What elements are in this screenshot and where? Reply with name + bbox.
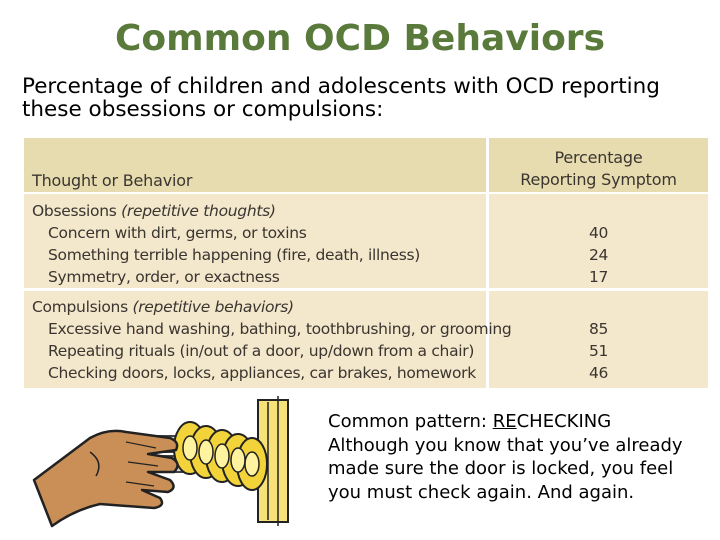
caption: Common pattern: RECHECKING Although you … [328, 410, 716, 504]
row-label: Repeating rituals (in/out of a door, up/… [48, 342, 475, 360]
group-label: Obsessions [32, 202, 117, 220]
group-heading: Compulsions (repetitive behaviors) [32, 298, 294, 316]
row-value: 51 [588, 342, 609, 360]
caption-line-4: you must check again. And again. [328, 481, 635, 503]
caption-line-1: Common pattern: RECHECKING [328, 410, 716, 434]
row-label: Excessive hand washing, bathing, toothbr… [48, 320, 512, 338]
group-note: (repetitive thoughts) [121, 202, 276, 220]
caption-prefix: Common pattern: [328, 411, 493, 432]
row-value: 17 [588, 268, 609, 286]
caption-line-3: made sure the door is locked, you feel [328, 458, 674, 479]
table-row: Symmetry, order, or exactness 17 [24, 266, 708, 288]
header-percentage-line2: Reporting Symptom [520, 170, 677, 189]
caption-line-2: Although you know that you’ve already [328, 434, 683, 456]
group-heading-row: Compulsions (repetitive behaviors) [24, 296, 708, 318]
header-percentage-line1: Percentage [554, 148, 643, 167]
header-percentage: Percentage Reporting Symptom [489, 147, 708, 191]
row-label: Symmetry, order, or exactness [48, 268, 280, 286]
group-heading: Obsessions (repetitive thoughts) [32, 202, 276, 220]
column-divider [486, 138, 489, 388]
group-obsessions: Obsessions (repetitive thoughts) Concern… [24, 200, 708, 288]
group-note: (repetitive behaviors) [132, 298, 294, 316]
caption-underlined: RE [492, 411, 517, 432]
header-thought-or-behavior: Thought or Behavior [32, 171, 193, 190]
table-row: Repeating rituals (in/out of a door, up/… [24, 340, 708, 362]
row-label: Something terrible happening (fire, deat… [48, 246, 421, 264]
row-value: 85 [588, 320, 609, 338]
doorknob-hand-icon [32, 396, 289, 528]
group-label: Compulsions [32, 298, 128, 316]
row-label: Concern with dirt, germs, or toxins [48, 224, 307, 242]
row-value: 46 [588, 364, 609, 382]
row-value: 24 [588, 246, 609, 264]
group-heading-row: Obsessions (repetitive thoughts) [24, 200, 708, 222]
page-title: Common OCD Behaviors [114, 18, 605, 59]
subtitle: Percentage of children and adolescents w… [22, 74, 660, 122]
table-header [24, 138, 708, 194]
group-divider [24, 288, 708, 291]
ocd-behaviors-table: Thought or Behavior Percentage Reporting… [24, 138, 708, 388]
table-row: Excessive hand washing, bathing, toothbr… [24, 318, 708, 340]
group-compulsions: Compulsions (repetitive behaviors) Exces… [24, 296, 708, 384]
table-row: Concern with dirt, germs, or toxins 40 [24, 222, 708, 244]
table-row: Something terrible happening (fire, deat… [24, 244, 708, 266]
hand-doorknob-illustration [30, 392, 302, 530]
row-value: 40 [588, 224, 609, 242]
row-label: Checking doors, locks, appliances, car b… [48, 364, 476, 382]
caption-rest: CHECKING [516, 411, 612, 432]
table-row: Checking doors, locks, appliances, car b… [24, 362, 708, 384]
